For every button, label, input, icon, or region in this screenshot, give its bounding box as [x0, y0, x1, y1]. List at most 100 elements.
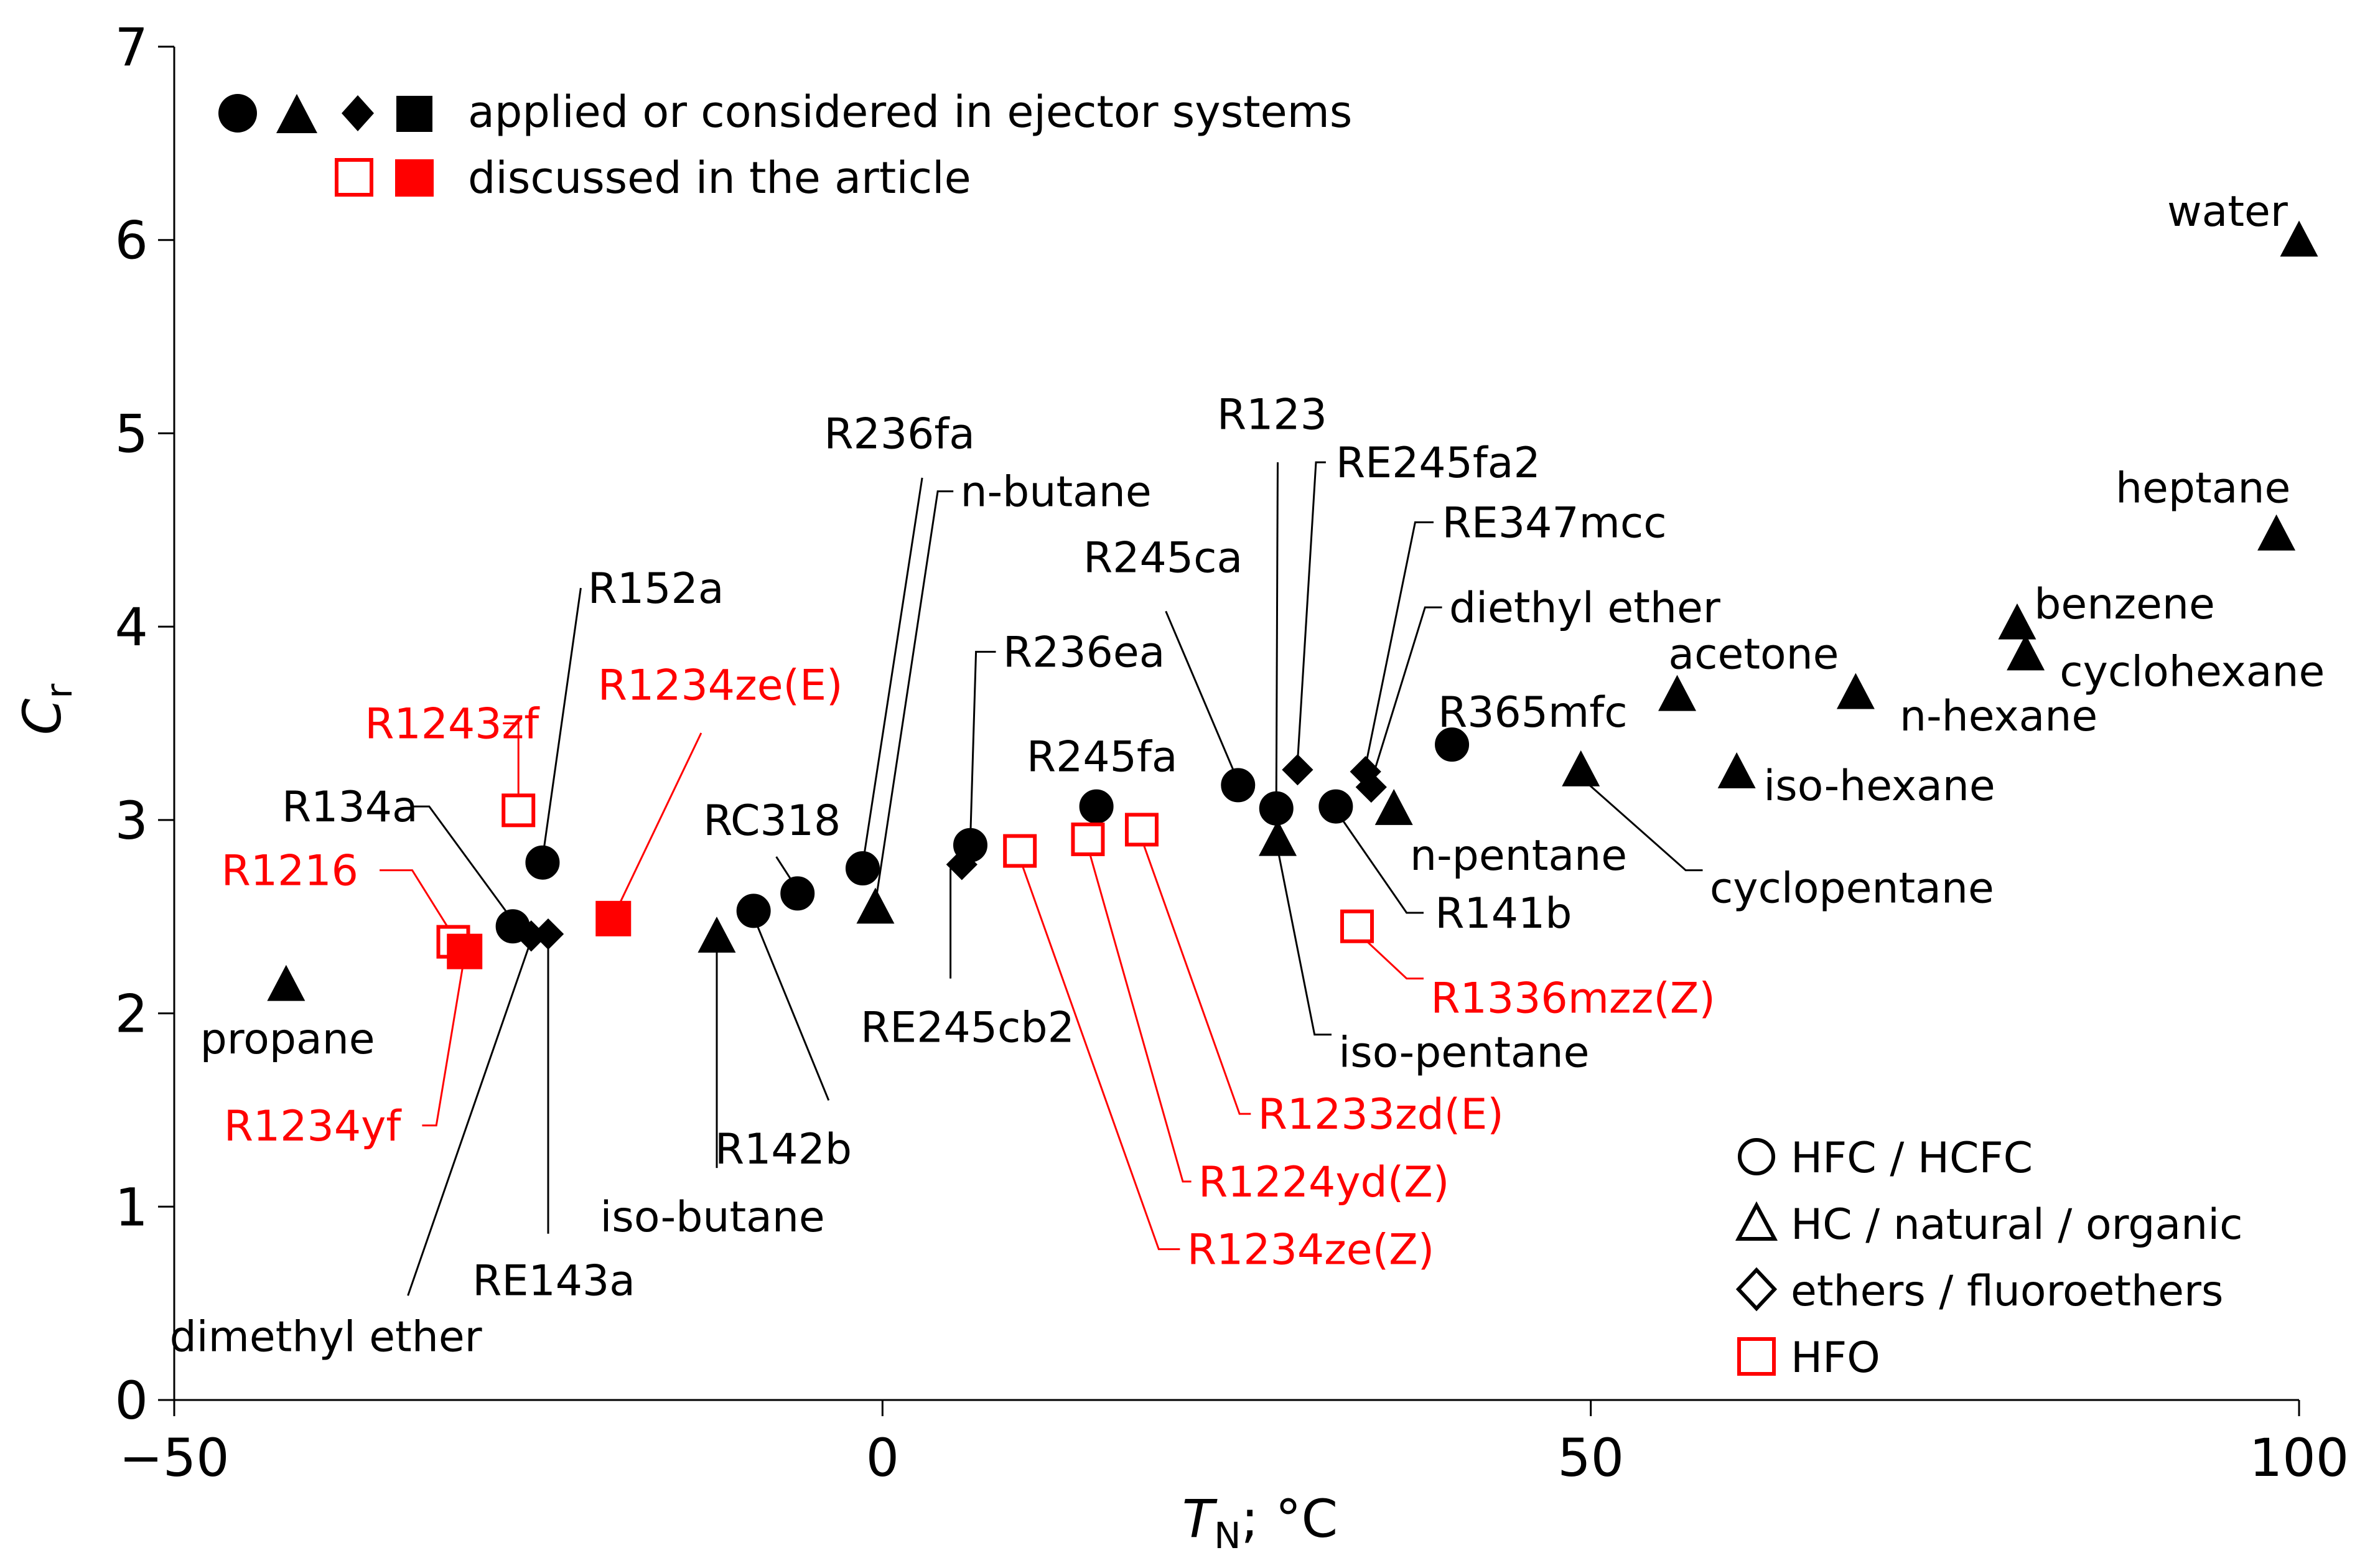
- y-tick-label: 3: [115, 790, 148, 851]
- leader-r1216: [380, 869, 454, 937]
- marker-n-butane: [856, 887, 895, 924]
- legend-open-triangle-icon: [1735, 1201, 1778, 1241]
- label-r1224yd-z: R1224yd(Z): [1198, 1158, 1449, 1207]
- marker-cyclopentane: [1562, 750, 1600, 786]
- marker-r152a: [525, 845, 560, 880]
- label-r236ea: R236ea: [1003, 628, 1165, 678]
- leader-r1234yf: [422, 955, 466, 1127]
- label-re245cb2: RE245cb2: [861, 1003, 1075, 1052]
- marker-r1234ze-z: [1003, 834, 1037, 868]
- legend-filled-circle: [218, 94, 257, 133]
- leader-re245fa2: [1296, 461, 1326, 762]
- label-r1336mzz-z: R1336mzz(Z): [1430, 974, 1715, 1024]
- marker-r365mfc: [1435, 727, 1470, 762]
- leader-r236fa: [862, 477, 923, 865]
- legend-filled-square: [396, 96, 432, 132]
- legend-top-line2: discussed in the article: [468, 152, 971, 203]
- marker-iso-pentane: [1259, 819, 1297, 856]
- marker-r1224yd-z: [1071, 822, 1105, 856]
- label-dimethyl-ether: dimethyl ether: [170, 1312, 482, 1361]
- y-tick-label: 6: [115, 210, 148, 271]
- marker-heptane: [2257, 514, 2296, 551]
- marker-r142b: [736, 894, 771, 928]
- label-re143a: RE143a: [472, 1256, 635, 1305]
- label-acetone: acetone: [1668, 630, 1839, 679]
- y-tick-label: 4: [115, 597, 148, 658]
- label-r245fa: R245fa: [1027, 732, 1178, 782]
- legend-open-circle-icon: [1738, 1138, 1775, 1175]
- legend-bottom: HFC / HCFC HC / natural / organic ethers…: [1735, 1134, 2243, 1383]
- marker-r245fa: [1079, 789, 1114, 824]
- legend-filled-red-square: [395, 159, 434, 197]
- marker-n-pentane: [1374, 788, 1413, 825]
- label-n-butane: n-butane: [961, 468, 1152, 517]
- leader-r142b: [752, 916, 830, 1101]
- leader-r141b: [1335, 810, 1424, 914]
- label-iso-pentane: iso-pentane: [1338, 1029, 1589, 1078]
- leader-r1234ze-e: [612, 732, 702, 917]
- marker-benzene: [1998, 603, 2036, 640]
- marker-r236ea: [953, 828, 987, 862]
- leader-diethyl-ether: [1370, 606, 1442, 782]
- y-tick-label: 7: [115, 17, 148, 78]
- marker-n-hexane: [1836, 673, 1875, 709]
- marker-iso-butane: [697, 917, 736, 953]
- point-labels: propane R1216 R1234yf R134a dimethyl ether RE…: [170, 187, 2325, 1361]
- legend-top: applied or considered in ejector systems…: [218, 86, 1352, 203]
- label-re245fa2: RE245fa2: [1336, 439, 1541, 488]
- x-tick-label: 0: [866, 1427, 899, 1488]
- leader-cyclopentane: [1580, 777, 1703, 872]
- legend-open-square-icon: [1737, 1337, 1776, 1376]
- label-n-pentane: n-pentane: [1410, 831, 1627, 880]
- label-r141b: R141b: [1435, 889, 1572, 938]
- leader-r1336mzz-z: [1356, 931, 1424, 980]
- label-iso-butane: iso-butane: [600, 1193, 825, 1242]
- legend-filled-triangle: [276, 94, 317, 133]
- label-rc318: RC318: [703, 796, 841, 846]
- marker-rc318: [780, 876, 815, 911]
- y-tick-label: 0: [115, 1370, 148, 1431]
- marker-r1336mzz-z: [1340, 909, 1374, 943]
- leader-re347mcc: [1365, 521, 1434, 767]
- leader-r123: [1275, 462, 1279, 801]
- y-tick-label: 5: [115, 403, 148, 464]
- label-cyclohexane: cyclohexane: [2060, 648, 2325, 697]
- leader-lines: [380, 461, 1703, 1296]
- label-benzene: benzene: [2034, 580, 2215, 629]
- y-tick-label: 1: [115, 1177, 148, 1238]
- label-diethyl-ether: diethyl ether: [1449, 584, 1720, 633]
- legend-filled-diamond: [342, 95, 374, 131]
- label-r1216: R1216: [222, 847, 358, 896]
- leader-dimethyl-ether: [407, 940, 533, 1296]
- marker-acetone: [1658, 674, 1697, 711]
- label-r1233zd-e: R1233zd(E): [1258, 1090, 1504, 1139]
- label-r1234ze-e: R1234ze(E): [598, 661, 843, 710]
- leader-r152a: [541, 587, 582, 859]
- leader-n-butane: [874, 490, 954, 903]
- marker-r1243zf: [502, 793, 536, 828]
- legend-hfo-label: HFO: [1791, 1333, 1880, 1383]
- marker-re245fa2: [1282, 754, 1313, 786]
- marker-propane: [267, 964, 306, 1001]
- label-r142b: R142b: [715, 1125, 852, 1174]
- label-r1234yf: R1234yf: [224, 1102, 403, 1151]
- label-heptane: heptane: [2116, 464, 2290, 513]
- label-water: water: [2167, 187, 2288, 236]
- leader-r236ea: [969, 651, 996, 839]
- x-tick-label: 100: [2249, 1427, 2349, 1488]
- x-tick-label: 50: [1557, 1427, 1624, 1488]
- data-markers: [267, 220, 2318, 1001]
- marker-r236fa: [845, 851, 880, 886]
- legend-open-diamond-icon: [1735, 1267, 1778, 1312]
- label-r365mfc: R365mfc: [1438, 688, 1628, 737]
- x-axis-title: TN; °C: [1182, 1488, 1338, 1557]
- label-r123: R123: [1217, 390, 1327, 439]
- marker-re143a: [532, 918, 564, 950]
- y-tick-label: 2: [115, 984, 148, 1045]
- marker-r1234ze-e: [595, 900, 632, 936]
- leader-r1224yd-z: [1087, 846, 1192, 1183]
- label-iso-hexane: iso-hexane: [1763, 762, 1995, 811]
- label-r1243zf: R1243zf: [365, 700, 540, 749]
